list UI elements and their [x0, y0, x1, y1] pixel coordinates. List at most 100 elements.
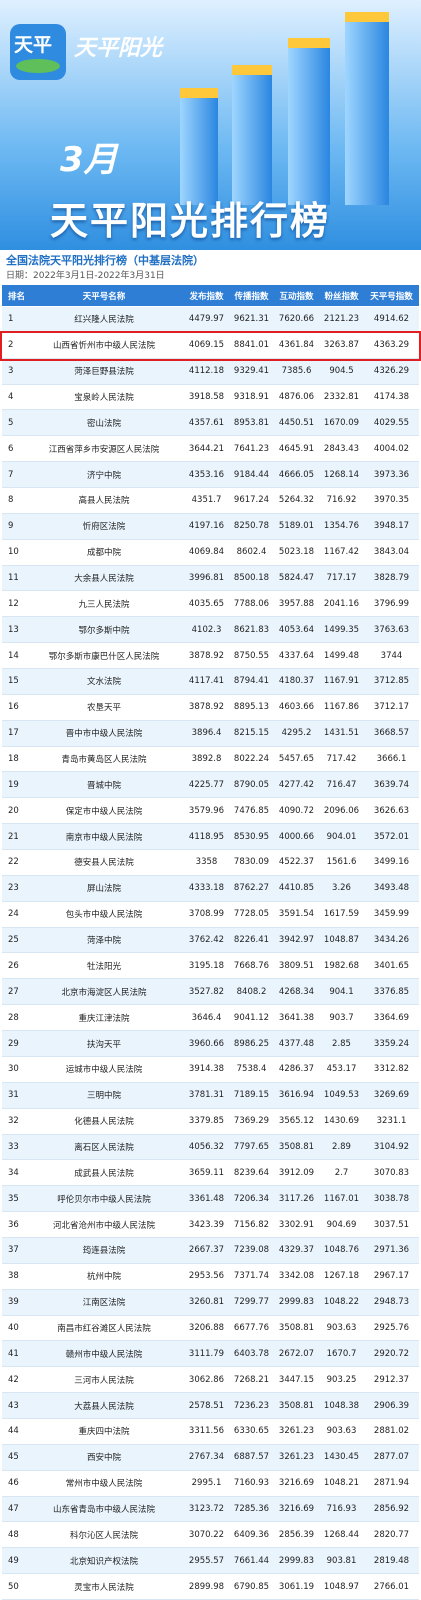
cell: 灵宝市人民法院 [74, 1582, 134, 1593]
table-row: 30 运城市中级人民法院 3914.38 7538.4 4286.37 453.17 331… [2, 1056, 419, 1083]
cell: 3508.81 [278, 1400, 315, 1411]
cell: 4603.66 [278, 702, 315, 713]
cell: 3781.31 [188, 1090, 225, 1101]
logo: 天平 [14, 34, 53, 56]
cell: 16 [8, 702, 19, 713]
cell: 8750.55 [233, 650, 270, 661]
cell: 7385.6 [281, 366, 312, 377]
table-row: 15 文水法院 4117.41 8794.41 4180.37 1167.91 3712.8… [2, 669, 419, 695]
table-row: 50 灵宝市人民法院 2899.98 6790.85 3061.19 1048.97 276… [2, 1574, 419, 1600]
cell: 3342.08 [278, 1271, 315, 1282]
cell: 3206.88 [188, 1322, 225, 1333]
table-row: 26 牡法阳光 3195.18 7668.76 3809.51 1982.68 3401.6… [2, 953, 419, 980]
cell: 晋中市中级人民法院 [65, 729, 143, 740]
cell: 7239.08 [233, 1245, 270, 1256]
cell: 3579.96 [188, 805, 225, 816]
table-row: 10 成都中院 4069.84 8602.4 5023.18 1167.42 3843.04 [2, 539, 419, 566]
cell: 4410.85 [278, 883, 315, 894]
cell: 14 [8, 650, 19, 661]
cell: 3493.48 [373, 883, 410, 894]
cell: 1561.6 [326, 857, 357, 868]
cell: 2767.34 [188, 1452, 225, 1463]
cell: 北京知识产权法院 [69, 1556, 138, 1567]
cell: 903.25 [326, 1374, 357, 1385]
cell: 2899.98 [188, 1581, 225, 1592]
cell: 北京市海淀区人民法院 [61, 987, 147, 998]
cell: 3828.79 [373, 573, 410, 584]
cell: 6403.78 [233, 1348, 270, 1359]
cell: 903.81 [326, 1555, 357, 1566]
cell: 3708.99 [188, 909, 225, 920]
cell: 3359.24 [373, 1038, 410, 1049]
cell: 23 [8, 883, 19, 894]
cell: 1167.91 [323, 676, 360, 687]
cell: 716.92 [326, 495, 357, 506]
cell: 3061.19 [278, 1581, 315, 1592]
cell: 904.1 [329, 986, 354, 997]
cell: 1048.22 [323, 1297, 360, 1308]
cell: 4102.3 [191, 624, 222, 635]
cell: 2.85 [332, 1038, 351, 1049]
table-row: 35 呼伦贝尔市中级人民法院 3361.48 7206.34 3117.26 1167.0… [2, 1186, 419, 1213]
cell: 1049.53 [323, 1090, 360, 1101]
cell: 3269.69 [373, 1090, 410, 1101]
cell: 保定市中级人民法院 [65, 806, 143, 817]
cell: 19 [8, 779, 19, 790]
table-row: 6 江西省萍乡市安源区人民法院 3644.21 7641.23 4645.91 2843.… [2, 436, 419, 463]
cell: 7668.76 [233, 960, 270, 971]
cell: 50 [8, 1581, 19, 1592]
cell: 4333.18 [188, 883, 225, 894]
cell: 大荔县人民法院 [74, 1401, 134, 1412]
cell: 3216.69 [278, 1503, 315, 1514]
cell: 3960.66 [188, 1038, 225, 1049]
table-row: 14 鄂尔多斯市康巴什区人民法院 3878.92 8750.55 4337.64 1499… [2, 643, 419, 670]
cell: 7206.34 [233, 1193, 270, 1204]
cell: 2856.92 [373, 1503, 410, 1514]
cell: 8602.4 [236, 547, 267, 558]
cell: 4876.06 [278, 392, 315, 402]
cell: 4197.16 [188, 521, 225, 532]
cell: 8986.25 [233, 1038, 270, 1049]
table-row: 20 保定市中级人民法院 3579.96 7476.85 4090.72 2096.06 3… [2, 798, 419, 825]
cell: 三明中院 [86, 1091, 121, 1102]
cell: 13 [8, 624, 19, 635]
cell: 2.89 [332, 1141, 351, 1152]
cell: 运城市中级人民法院 [65, 1065, 143, 1076]
cell: 7476.85 [233, 805, 270, 816]
cell: 3659.11 [188, 1167, 225, 1178]
cell: 7620.66 [278, 314, 315, 325]
cell: 716.47 [326, 779, 357, 790]
cell: 2967.17 [373, 1271, 410, 1282]
cell: 4329.37 [278, 1245, 315, 1256]
cell: 4363.29 [373, 340, 410, 351]
table-row: 42 三河市人民法院 3062.86 7268.21 3447.15 903.25 2912… [2, 1367, 419, 1394]
cell: 20 [8, 805, 19, 816]
cell: 天平号指数 [370, 291, 413, 302]
cell: 3.26 [332, 883, 351, 894]
table-row: 34 成武县人民法院 3659.11 8239.64 3912.09 2.7 3070.83 [2, 1160, 419, 1187]
table-row: 37 筠连县法院 2667.37 7239.08 4329.37 1048.76 2971.… [2, 1237, 419, 1264]
cell: 1982.68 [323, 960, 360, 971]
cell: 3260.81 [188, 1297, 225, 1308]
cell: 8762.27 [233, 883, 270, 894]
cell: 2843.43 [323, 443, 360, 454]
cell: 3302.91 [278, 1219, 315, 1230]
table-row: 3 菏泽巨野县法院 4112.18 9329.41 7385.6 904.5 4326.29 [2, 358, 419, 385]
table-row: 36 河北省沧州市中级人民法院 3423.39 7156.82 3302.91 904.6… [2, 1212, 419, 1238]
cell: 30 [8, 1064, 19, 1075]
table-row: 33 离石区人民法院 4056.32 7797.65 3508.81 2.89 3104.9… [2, 1134, 419, 1161]
cell: 9318.91 [233, 392, 270, 402]
cell: 18 [8, 754, 19, 765]
cell: 3616.94 [278, 1090, 315, 1101]
cell: 4666.05 [278, 469, 315, 480]
cell: 3668.57 [373, 728, 410, 739]
cell: 3311.56 [188, 1426, 225, 1437]
cell: 1167.01 [323, 1193, 360, 1204]
cell: 3062.86 [188, 1374, 225, 1385]
cell: 西安中院 [86, 1453, 121, 1464]
banner-art [10, 12, 389, 205]
cell: 36 [8, 1219, 19, 1230]
cell: 3896.4 [191, 728, 222, 739]
cell: 红兴隆人民法院 [74, 315, 134, 326]
cell: 化德县人民法院 [74, 1117, 134, 1128]
